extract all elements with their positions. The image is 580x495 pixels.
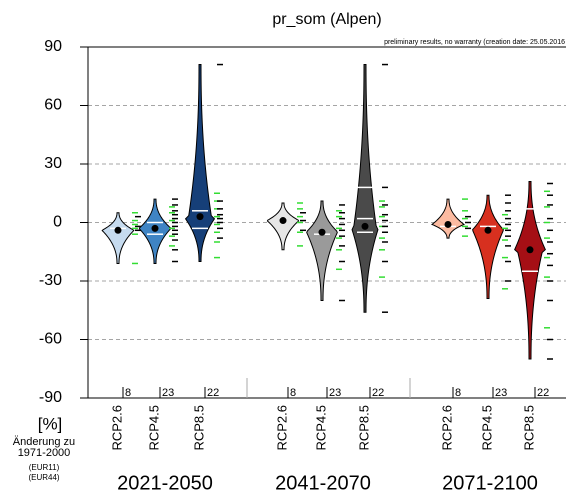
note: preliminary results, no warranty (creati…	[384, 39, 565, 46]
member-count: 8	[125, 387, 131, 399]
y-label: [%]	[38, 414, 63, 433]
member-count: 22	[207, 387, 219, 399]
violin	[351, 64, 379, 313]
group-label: 2041-2070	[275, 472, 371, 494]
violin	[184, 64, 216, 262]
scenario-label: RCP2.6	[274, 405, 289, 451]
median-dot	[279, 217, 287, 225]
scenario-label: RCP8.5	[521, 405, 536, 451]
y-tick-label: -30	[39, 272, 62, 289]
y-tick-label: 30	[44, 155, 62, 172]
member-count: 23	[329, 387, 341, 399]
y-tick-label: -60	[39, 331, 62, 348]
violin	[514, 181, 546, 360]
member-count: 23	[495, 387, 507, 399]
median-dot	[361, 222, 369, 230]
y-tick-label: 90	[44, 38, 62, 55]
y-tick-label: -90	[39, 389, 62, 406]
y-label-sub: Änderung zu	[13, 436, 75, 448]
legend-entry: (EUR44)	[28, 473, 59, 482]
violin	[431, 198, 465, 239]
member-count: 22	[372, 387, 384, 399]
legend-entry: (EUR11)	[29, 463, 60, 472]
violin	[472, 194, 504, 300]
scenario-label: RCP2.6	[439, 405, 454, 451]
median-dot	[114, 226, 122, 234]
median-dot	[151, 224, 159, 232]
scenario-label: RCP2.6	[109, 405, 124, 451]
violin	[101, 212, 135, 264]
violin	[266, 202, 300, 251]
scenario-label: RCP4.5	[146, 405, 161, 451]
member-count: 8	[290, 387, 296, 399]
violin	[306, 200, 338, 301]
scenario-label: RCP4.5	[313, 405, 328, 451]
scenario-label: RCP4.5	[479, 405, 494, 451]
median-dot	[318, 228, 326, 236]
scenario-label: RCP8.5	[356, 405, 371, 451]
y-label-sub: 1971-2000	[18, 447, 71, 459]
group-label: 2071-2100	[442, 472, 538, 494]
member-count: 22	[537, 387, 549, 399]
y-tick-label: 0	[53, 214, 62, 231]
chart-title: pr_som (Alpen)	[272, 11, 381, 28]
scenario-label: RCP8.5	[191, 405, 206, 451]
median-dot	[526, 246, 534, 254]
group-label: 2021-2050	[117, 472, 213, 494]
member-count: 23	[162, 387, 174, 399]
median-dot	[444, 220, 452, 228]
median-dot	[196, 213, 204, 221]
member-count: 8	[455, 387, 461, 399]
y-tick-label: 60	[44, 97, 62, 114]
median-dot	[484, 226, 492, 234]
